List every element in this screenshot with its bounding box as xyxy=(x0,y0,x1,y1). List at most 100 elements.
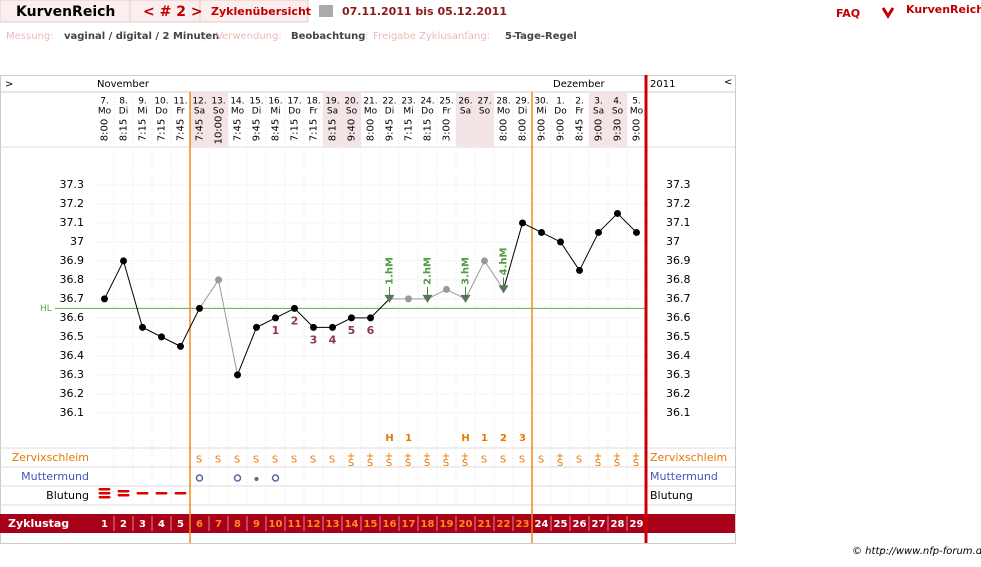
temp-point xyxy=(310,323,317,331)
date: 7. xyxy=(100,97,109,107)
mucus: S xyxy=(308,455,319,463)
mucus: S xyxy=(327,455,338,463)
temp-point xyxy=(367,314,374,322)
weekday: Di xyxy=(252,107,261,117)
date: 30. xyxy=(534,97,548,107)
date: 9. xyxy=(138,97,147,107)
info-label: Freigabe Zyklusanfang: xyxy=(373,31,490,42)
temp-segment xyxy=(370,298,390,319)
low-label: 3 xyxy=(310,333,318,346)
temp-segment xyxy=(503,222,523,290)
weekend-column xyxy=(589,92,608,147)
date: 18. xyxy=(306,97,320,107)
bleeding-mark xyxy=(174,492,187,495)
temp-point xyxy=(177,342,184,350)
temp-segment xyxy=(199,279,219,309)
mucus: S xyxy=(536,455,547,463)
y-tick-label: 36.5 xyxy=(666,330,691,343)
date: 27. xyxy=(477,97,491,107)
weekday: Mo xyxy=(364,107,378,117)
date: 16. xyxy=(268,97,282,107)
time: 9:45 xyxy=(385,119,396,141)
separator: | xyxy=(365,31,368,42)
temp-segment xyxy=(180,308,200,347)
high-label: 2.hM xyxy=(423,257,434,285)
time: 7:45 xyxy=(233,119,244,141)
temp-point xyxy=(538,228,545,236)
month: November xyxy=(97,79,150,90)
high-label: 1.hM xyxy=(385,257,396,285)
cycle-nav[interactable]: < # 2 > xyxy=(143,4,203,20)
weekday: Fr xyxy=(575,107,584,117)
temp-segment xyxy=(560,241,580,271)
y-tick-label: 36.8 xyxy=(666,273,691,286)
weekday: Sa xyxy=(460,107,471,117)
cycle-day: 5 xyxy=(177,519,184,530)
temp-point xyxy=(291,304,298,312)
time: 7:15 xyxy=(290,119,301,141)
temp-point xyxy=(595,228,602,236)
time: 7:15 xyxy=(138,119,149,141)
y-tick-label: 37 xyxy=(666,235,680,248)
y-tick-label: 36.3 xyxy=(666,368,691,381)
date: 4. xyxy=(613,97,622,107)
info-label: Messung: xyxy=(6,31,54,42)
overview[interactable]: Zyklenübersicht xyxy=(211,5,311,18)
info-label: Verwendung: xyxy=(216,31,282,42)
y-tick-label: 37.1 xyxy=(60,216,85,229)
peak-label: 3 xyxy=(519,433,526,444)
y-tick-label: 37.3 xyxy=(666,178,691,191)
temp-segment xyxy=(522,222,542,233)
time: 8:15 xyxy=(119,119,130,141)
weekday: So xyxy=(612,107,624,117)
peak-label: 1 xyxy=(481,433,488,444)
date: 8. xyxy=(119,97,128,107)
mucus: S xyxy=(213,455,224,463)
weekday: Di xyxy=(385,107,394,117)
date: 11. xyxy=(173,97,187,107)
panel xyxy=(0,75,736,544)
weekday: Fr xyxy=(176,107,185,117)
row-label: Zervixschleim xyxy=(650,451,727,464)
brand: KurvenReich xyxy=(906,3,981,16)
time: 9:30 xyxy=(613,119,624,141)
y-tick-label: 36.4 xyxy=(60,349,85,362)
month: Dezember xyxy=(553,79,605,90)
weekday: Mo xyxy=(630,107,644,117)
cervix-symbol xyxy=(233,474,242,482)
weekend-column xyxy=(475,92,494,147)
high-label: 3.hM xyxy=(461,257,472,285)
nav-next[interactable]: < xyxy=(724,77,732,88)
temp-point xyxy=(443,285,450,293)
y-tick-label: 36.5 xyxy=(60,330,85,343)
mucus: +S xyxy=(422,451,433,466)
nav-prev[interactable]: > xyxy=(5,79,13,90)
mucus: S xyxy=(498,455,509,463)
temp-segment xyxy=(237,327,257,376)
time: 7:45 xyxy=(195,119,206,141)
time: 8:45 xyxy=(575,119,586,141)
y-tick-label: 36.7 xyxy=(666,292,691,305)
temp-point xyxy=(519,219,526,227)
cycle-day: 24 xyxy=(535,519,549,530)
temp-segment xyxy=(142,326,162,338)
y-tick-label: 36.3 xyxy=(60,368,85,381)
high-label: 4.hM xyxy=(499,247,510,275)
temp-point xyxy=(234,371,241,379)
faq[interactable]: FAQ xyxy=(836,7,860,20)
y-tick-label: 37.1 xyxy=(666,216,691,229)
time: 8:15 xyxy=(423,119,434,141)
time: 8:00 xyxy=(100,119,111,141)
row-label: Zyklustag xyxy=(8,517,69,530)
cycle-day: 11 xyxy=(288,519,302,530)
logo: KurvenReich xyxy=(16,4,115,20)
date: 29. xyxy=(515,97,529,107)
date: 2. xyxy=(575,97,584,107)
temp-segment xyxy=(123,260,143,328)
weekend-column xyxy=(608,92,627,147)
print-icon[interactable] xyxy=(319,5,333,17)
row-label: Blutung xyxy=(650,489,693,502)
weekday: Do xyxy=(554,107,567,117)
